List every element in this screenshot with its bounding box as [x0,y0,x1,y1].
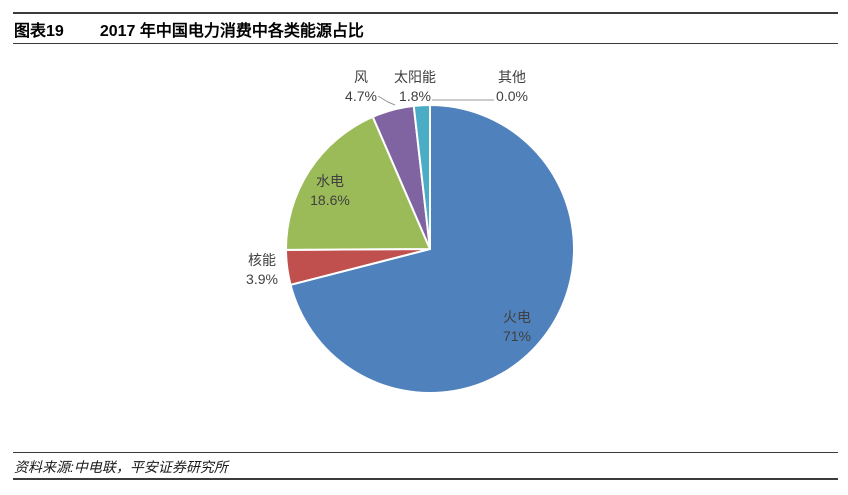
slice-label-nuclear: 核能 3.9% [232,251,292,289]
leader-line-wind [377,95,396,106]
slice-label-solar: 太阳能 1.8% [384,68,446,106]
slice-label-thermal: 火电 71% [487,308,547,346]
figure-header: 图表19 2017 年中国电力消费中各类能源占比 [14,17,364,41]
pie-chart [0,50,848,450]
slice-label-wind: 风 4.7% [331,68,391,106]
slice-value-wind: 4.7% [345,88,377,104]
pie-slice-thermal [289,104,575,394]
pie-chart-svg [284,95,575,394]
figure-title: 2017 年中国电力消费中各类能源占比 [99,23,364,40]
slice-name-thermal: 火电 [503,309,531,325]
slice-name-solar: 太阳能 [394,69,436,85]
slice-value-thermal: 71% [502,328,532,344]
header-divider-rule [13,43,838,44]
bottom-rule [13,478,838,480]
slice-name-other: 其他 [498,69,526,85]
footer-top-rule [13,452,838,453]
slice-label-other: 其他 0.0% [482,68,542,106]
slice-value-other: 0.0% [496,88,528,104]
figure-number: 图表19 [14,23,64,40]
slice-value-hydro: 18.6% [310,192,350,208]
slice-name-wind: 风 [354,69,368,85]
slice-value-nuclear: 3.9% [246,271,278,287]
top-rule [13,12,838,14]
slice-value-solar: 1.8% [399,88,431,104]
pie-slices [284,104,575,394]
pie-slice-solar [412,104,431,250]
slice-label-hydro: 水电 18.6% [299,172,361,210]
slice-name-nuclear: 核能 [248,252,276,268]
slice-name-hydro: 水电 [316,173,344,189]
source-note: 资料来源:中电联，平安证券研究所 [14,459,228,475]
pie-slice-hydro [284,115,431,251]
